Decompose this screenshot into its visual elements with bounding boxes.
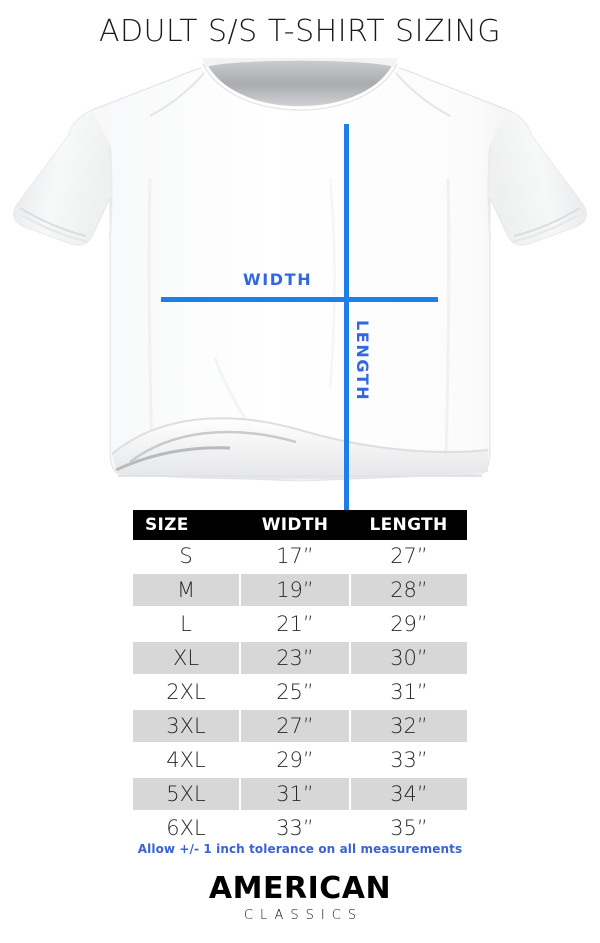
table-row: S 17” 27” bbox=[133, 540, 467, 574]
tshirt-diagram: WIDTH LENGTH bbox=[0, 58, 600, 555]
cell-size: 6XL bbox=[133, 811, 241, 846]
cell-length: 31” bbox=[350, 675, 467, 710]
cell-length: 27” bbox=[350, 540, 467, 574]
width-measure-line bbox=[161, 297, 438, 302]
cell-length: 29” bbox=[350, 607, 467, 642]
cell-width: 23” bbox=[240, 641, 351, 676]
cell-length: 35” bbox=[350, 811, 467, 846]
cell-width: 17” bbox=[240, 540, 351, 574]
table-row: L 21” 29” bbox=[133, 607, 467, 642]
cell-width: 25” bbox=[240, 675, 351, 710]
table-row: M 19” 28” bbox=[133, 573, 467, 608]
cell-length: 30” bbox=[350, 641, 467, 676]
length-measure-line bbox=[344, 124, 349, 555]
cell-size: XL bbox=[133, 641, 241, 676]
cell-size: 3XL bbox=[133, 709, 241, 744]
table-row: 2XL 25” 31” bbox=[133, 675, 467, 710]
cell-size: 4XL bbox=[133, 743, 241, 778]
table-row: 6XL 33” 35” bbox=[133, 811, 467, 846]
length-label: LENGTH bbox=[353, 320, 372, 402]
cell-width: 27” bbox=[240, 709, 351, 744]
tshirt-illustration bbox=[13, 58, 587, 482]
column-header-length: LENGTH bbox=[350, 510, 467, 540]
page-title: ADULT S/S T-SHIRT SIZING bbox=[98, 14, 502, 49]
cell-width: 31” bbox=[240, 777, 351, 812]
cell-length: 33” bbox=[350, 743, 467, 778]
table-row: 4XL 29” 33” bbox=[133, 743, 467, 778]
cell-length: 34” bbox=[350, 777, 467, 812]
cell-length: 28” bbox=[350, 573, 467, 608]
size-chart-table: SIZE WIDTH LENGTH S 17” 27” M 19” 28” L … bbox=[133, 510, 467, 846]
cell-size: S bbox=[133, 540, 241, 574]
table-row: XL 23” 30” bbox=[133, 641, 467, 676]
table-row: 3XL 27” 32” bbox=[133, 709, 467, 744]
cell-length: 32” bbox=[350, 709, 467, 744]
table-header-row: SIZE WIDTH LENGTH bbox=[133, 510, 467, 540]
brand-logo: AMERICAN CLASSICS bbox=[0, 872, 600, 926]
tolerance-note: Allow +/- 1 inch tolerance on all measur… bbox=[137, 842, 463, 856]
cell-size: 2XL bbox=[133, 675, 241, 710]
brand-tagline: CLASSICS bbox=[243, 908, 364, 923]
cell-width: 21” bbox=[240, 607, 351, 642]
cell-width: 33” bbox=[240, 811, 351, 846]
cell-size: L bbox=[133, 607, 241, 642]
brand-name: AMERICAN bbox=[208, 871, 392, 906]
cell-width: 19” bbox=[240, 573, 351, 608]
cell-width: 29” bbox=[240, 743, 351, 778]
column-header-width: WIDTH bbox=[240, 510, 350, 540]
cell-size: 5XL bbox=[133, 777, 241, 812]
width-label: WIDTH bbox=[243, 270, 313, 289]
cell-size: M bbox=[133, 573, 241, 608]
column-header-size: SIZE bbox=[133, 510, 240, 540]
table-row: 5XL 31” 34” bbox=[133, 777, 467, 812]
